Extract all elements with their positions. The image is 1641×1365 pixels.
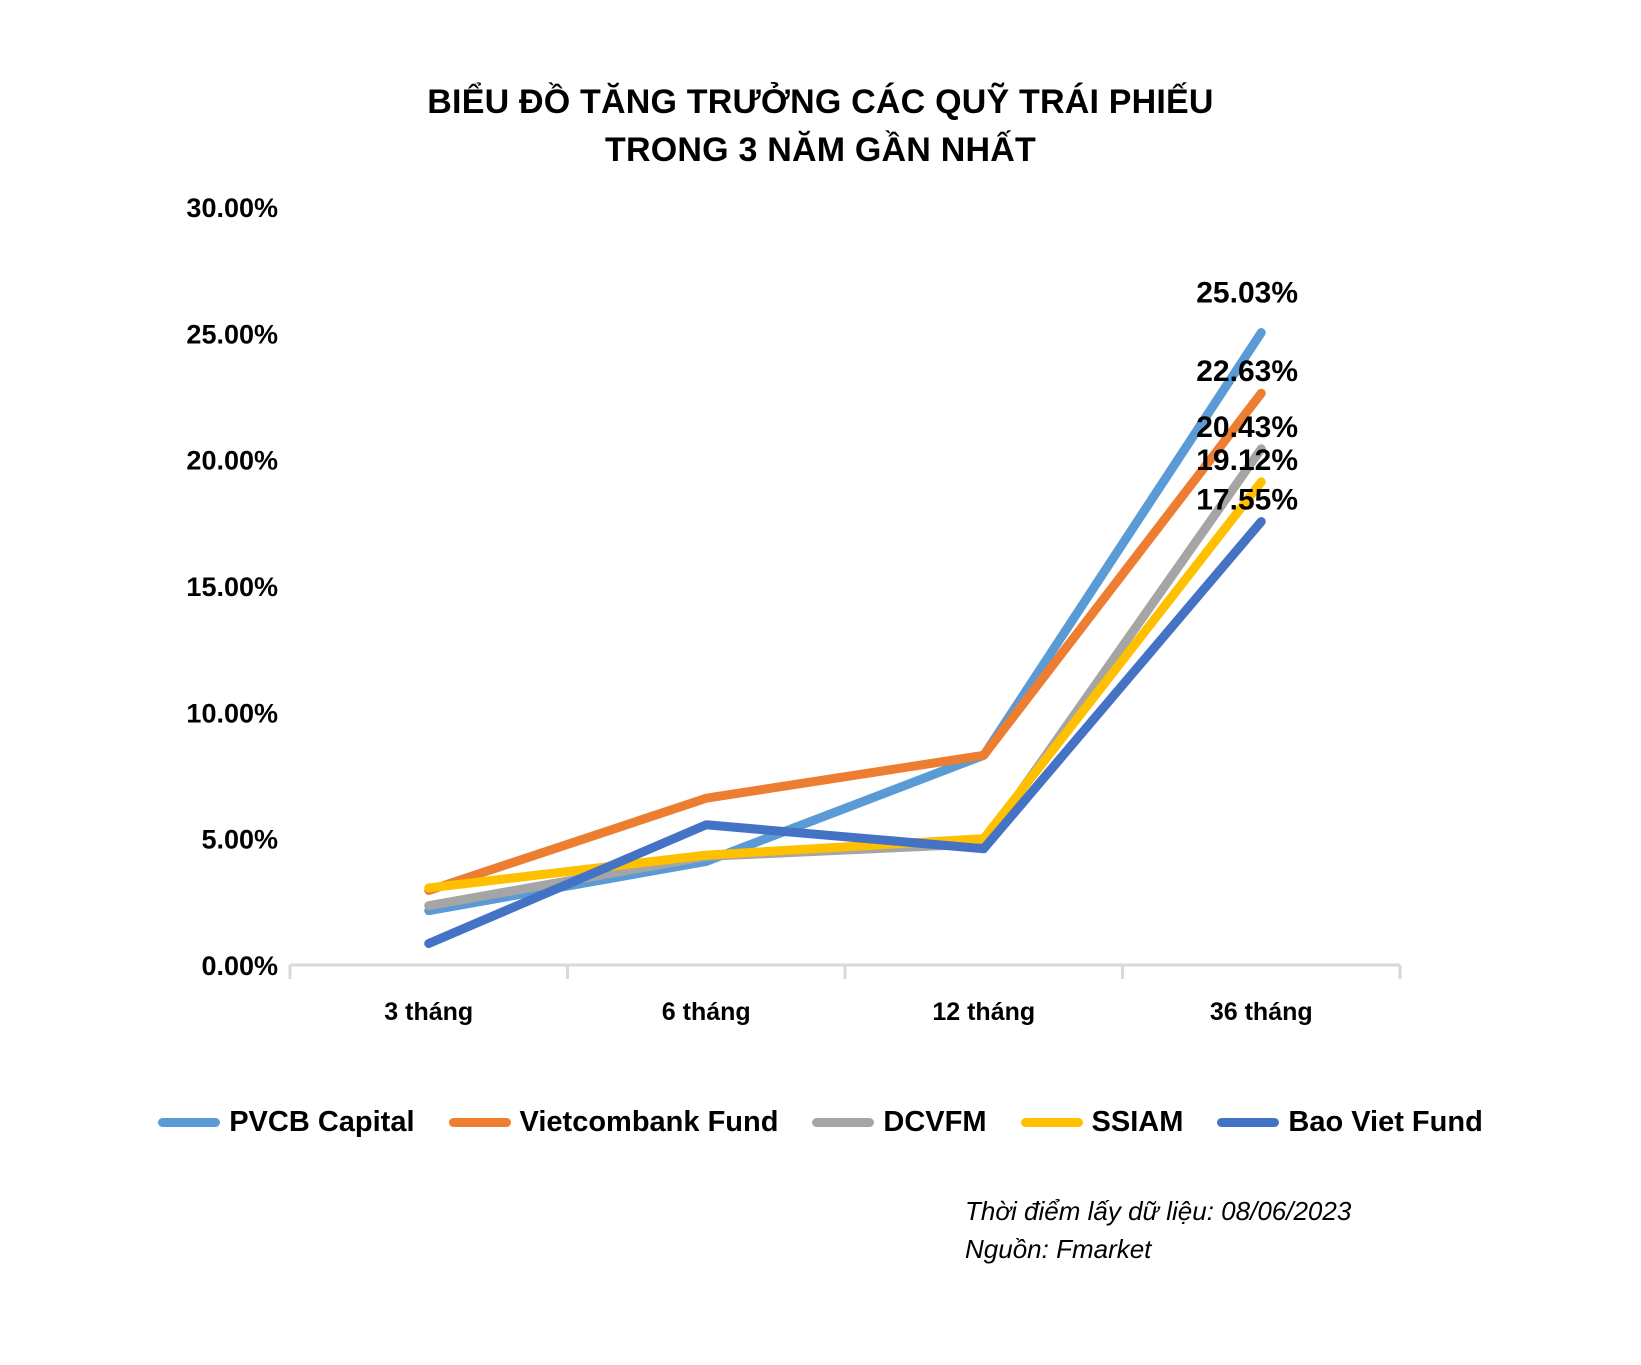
footnote-data-timestamp: Thời điểm lấy dữ liệu: 08/06/2023	[965, 1196, 1352, 1226]
chart-title: BIỂU ĐỒ TĂNG TRƯỞNG CÁC QUỸ TRÁI PHIẾU T…	[0, 78, 1641, 175]
chart-title-line-1: BIỂU ĐỒ TĂNG TRƯỞNG CÁC QUỸ TRÁI PHIẾU	[427, 83, 1214, 121]
series-line-ssiam	[424, 477, 1266, 893]
x-axis-tick-label: 36 tháng	[1210, 998, 1313, 1026]
legend-color-swatch	[448, 1118, 511, 1127]
y-axis-tick-label: 15.00%	[186, 572, 278, 602]
series-line-vietcombank-fund	[424, 388, 1266, 895]
legend-color-swatch	[1020, 1118, 1083, 1127]
y-axis-tick-label: 20.00%	[186, 446, 278, 476]
y-axis-tick-label: 30.00%	[186, 193, 278, 223]
x-axis-tick-label: 12 tháng	[932, 998, 1035, 1026]
x-axis-tick-label: 3 tháng	[384, 998, 473, 1026]
y-axis-tick-labels: 0.00% 5.00% 10.00% 15.00% 20.00% 25.00% 30.00%	[186, 193, 278, 981]
y-axis-tick-label: 25.00%	[186, 319, 278, 349]
legend-label: DCVFM	[883, 1106, 987, 1138]
y-axis-tick-label: 10.00%	[186, 698, 278, 728]
series-end-labels: 25.03% 22.63% 20.43%19.12% 17.55%	[1196, 277, 1298, 517]
legend-item-bao-viet-fund[interactable]: Bao Viet Fund	[1217, 1106, 1483, 1139]
data-label-dcvfm: 20.43%	[1196, 411, 1298, 444]
chart-title-line-2: TRONG 3 NĂM GẦN NHẤT	[605, 131, 1036, 170]
legend-label: Bao Viet Fund	[1288, 1106, 1483, 1138]
legend-color-swatch	[158, 1118, 221, 1127]
data-label-bao-viet-fund: 17.55%	[1196, 484, 1298, 517]
legend-label: Vietcombank Fund	[519, 1106, 779, 1138]
x-axis-tick-label: 6 tháng	[662, 998, 751, 1026]
legend-item-vietcombank-fund[interactable]: Vietcombank Fund	[448, 1106, 779, 1139]
axis-lines	[288, 963, 1402, 979]
x-axis-tick-labels: 3 tháng 6 tháng 12 tháng 36 tháng	[384, 998, 1312, 1026]
legend-item-ssiam[interactable]: SSIAM	[1020, 1106, 1184, 1139]
data-label-ssiam: 19.12%	[1196, 444, 1298, 477]
legend-item-pvcb-capital[interactable]: PVCB Capital	[158, 1106, 415, 1139]
legend-item-dcvfm[interactable]: DCVFM	[812, 1106, 987, 1139]
legend-color-swatch	[812, 1118, 875, 1127]
chart-footnote: Thời điểm lấy dữ liệu: 08/06/2023 Nguồn:…	[965, 1192, 1351, 1269]
series-line-bao-viet-fund	[424, 517, 1266, 949]
data-label-vietcombank-fund: 22.63%	[1196, 355, 1298, 388]
legend-label: PVCB Capital	[229, 1106, 415, 1138]
data-label-pvcb-capital: 25.03%	[1196, 277, 1298, 310]
legend-color-swatch	[1217, 1118, 1280, 1127]
footnote-source: Nguồn: Fmarket	[965, 1234, 1152, 1265]
legend-label: SSIAM	[1091, 1106, 1184, 1138]
y-axis-tick-label: 0.00%	[201, 951, 278, 981]
chart-legend: PVCB Capital Vietcombank Fund DCVFM SSIAM Ba…	[0, 1106, 1641, 1139]
series-lines	[424, 328, 1266, 949]
y-axis-tick-label: 5.00%	[201, 825, 278, 855]
